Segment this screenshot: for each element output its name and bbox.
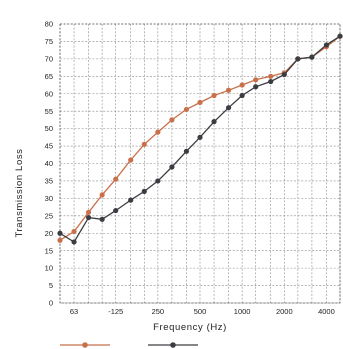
y-tick-label: 40 — [45, 159, 53, 168]
y-tick-label: 30 — [45, 194, 53, 203]
series-2-point — [239, 92, 245, 99]
series-2-point — [85, 214, 92, 221]
series-2-point — [141, 188, 147, 194]
series-1-point — [225, 87, 232, 93]
series-1-point — [197, 99, 203, 106]
y-tick-label: 60 — [45, 89, 53, 98]
x-tick-label: -125 — [108, 307, 123, 316]
series-1-point — [239, 82, 245, 88]
series-1-point — [57, 237, 63, 243]
y-tick-label: 75 — [45, 37, 53, 46]
y-tick-label: 0 — [49, 299, 53, 308]
series-1-point — [128, 157, 134, 163]
x-tick-label: 63 — [70, 307, 78, 316]
legend-swatch-marker-2 — [170, 342, 176, 348]
y-tick-labels: 0 5 10 15 20 25 30 35 40 45 50 55 60 65 70 75 80 — [45, 20, 53, 308]
y-tick-label: 25 — [45, 211, 53, 220]
y-tick-label: 45 — [45, 142, 53, 151]
series-2-point — [225, 105, 232, 111]
x-tick-label: 1000 — [234, 307, 251, 316]
series-2-point — [295, 56, 301, 62]
y-tick-label: 55 — [45, 107, 53, 116]
series-2-point — [113, 207, 119, 214]
series-2-point — [323, 42, 330, 48]
series-1-point — [253, 77, 259, 83]
y-tick-label: 80 — [45, 20, 53, 29]
series-1-point — [268, 73, 274, 79]
series-2-point — [337, 33, 343, 39]
series-2-point — [253, 84, 259, 90]
series-1-point — [141, 141, 147, 147]
series-1-point — [113, 176, 119, 182]
series-2-point — [155, 178, 161, 184]
series-1-point — [211, 92, 217, 99]
series-2-point — [57, 230, 63, 236]
y-tick-label: 70 — [45, 54, 53, 63]
series-2-point — [99, 216, 105, 222]
y-tick-label: 20 — [45, 229, 53, 238]
y-tick-label: 35 — [45, 177, 53, 186]
series-1-point — [85, 209, 92, 215]
series-1-point — [71, 228, 77, 235]
series-2-point — [169, 164, 175, 170]
x-axis-label: Frequency (Hz) — [153, 322, 227, 333]
plot-frame — [59, 23, 341, 304]
y-axis-label: Transmission Loss — [14, 148, 25, 237]
grid — [59, 23, 341, 304]
series-1-point — [155, 129, 161, 135]
series-2-point — [211, 119, 217, 125]
series-2-point — [281, 71, 287, 78]
x-tick-label: 500 — [194, 307, 207, 316]
series-1-point — [99, 192, 105, 198]
x-tick-label: 2000 — [276, 307, 293, 316]
y-tick-label: 10 — [45, 264, 53, 273]
series-2-point — [197, 134, 203, 140]
series-group — [57, 33, 343, 245]
x-tick-label: 4000 — [318, 307, 335, 316]
series-2-point — [183, 148, 190, 154]
series-2-point — [309, 54, 315, 60]
y-tick-label: 5 — [49, 281, 53, 290]
series-2-point — [268, 78, 274, 85]
x-tick-label: 250 — [152, 307, 165, 316]
series-1-point — [169, 117, 175, 123]
series-2-point — [128, 197, 134, 203]
y-tick-label: 15 — [45, 246, 53, 255]
series-1-point — [183, 106, 190, 113]
y-tick-label: 65 — [45, 72, 53, 81]
y-tick-label: 50 — [45, 124, 53, 133]
legend-swatch-marker-1 — [82, 342, 88, 348]
x-tick-labels: 63 -125 250 500 1000 2000 4000 — [70, 307, 335, 316]
legend — [60, 342, 198, 348]
series-2-point — [71, 239, 77, 245]
